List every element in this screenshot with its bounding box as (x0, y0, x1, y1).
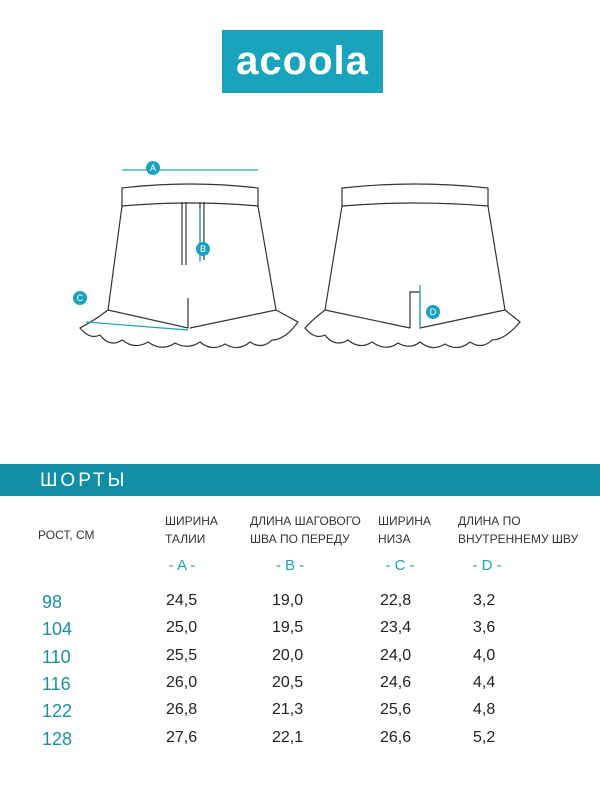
size-label: 122 (42, 701, 73, 722)
marker-circle (73, 291, 87, 305)
size-value: 25,5 (166, 646, 198, 664)
column-header: ДЛИНА ШАГОВОГО (250, 514, 361, 528)
size-value: 3,6 (473, 619, 496, 637)
section-bar: ШОРТЫ (0, 464, 600, 496)
size-value: 26,0 (166, 673, 198, 691)
column-header: ДЛИНА ПО (458, 514, 521, 528)
size-value: 24,6 (380, 673, 412, 691)
size-value: 20,0 (272, 646, 304, 664)
column-header: ВНУТРЕННЕМУ ШВУ (458, 532, 579, 546)
shorts-drawing: A B C D (73, 161, 521, 349)
marker-label: A (150, 163, 156, 173)
size-value: 25,0 (166, 619, 198, 637)
size-label: 110 (42, 646, 71, 667)
size-label: 98 (42, 592, 63, 612)
marker-circle (196, 242, 210, 256)
column-code: - C - (385, 557, 415, 574)
column-code: - B - (275, 557, 305, 574)
column-header: РОСТ, СМ (38, 528, 95, 542)
size-value: 24,5 (166, 592, 198, 609)
size-value: 5,2 (473, 728, 496, 746)
size-value: 21,3 (272, 701, 304, 719)
size-value: 27,6 (166, 728, 198, 746)
size-label: 128 (42, 728, 73, 749)
size-value: 22,1 (272, 728, 304, 746)
marker-circle (426, 305, 440, 319)
column-code: - D - (472, 557, 502, 574)
column-header: ТАЛИИ (165, 532, 206, 546)
size-value: 25,6 (380, 701, 412, 719)
column-header: ШВА ПО ПЕРЕДУ (250, 532, 350, 546)
size-value: 23,4 (380, 619, 412, 637)
size-value: 22,8 (380, 592, 412, 609)
size-value: 4,8 (473, 701, 496, 719)
size-value: 24,0 (380, 646, 412, 664)
marker-circle (146, 161, 160, 175)
column-header: ШИРИНА (378, 514, 431, 528)
size-value: 26,8 (166, 701, 198, 719)
size-value: 4,0 (473, 646, 496, 664)
column-header: ШИРИНА (165, 514, 218, 528)
size-label: 116 (42, 673, 71, 694)
marker-label: B (200, 244, 206, 254)
column-header: НИЗА (378, 532, 411, 546)
logo: acoola (222, 30, 383, 93)
size-value: 4,4 (473, 673, 496, 691)
size-value: 19,5 (272, 619, 304, 637)
size-value: 3,2 (473, 592, 496, 609)
size-value: 26,6 (380, 728, 412, 746)
size-value: 20,5 (272, 673, 304, 691)
column-code: - A - (168, 557, 196, 574)
section-title: ШОРТЫ (40, 470, 128, 491)
marker-label: D (430, 307, 437, 317)
size-label: 104 (42, 619, 73, 640)
marker-label: C (77, 293, 84, 303)
size-value: 19,0 (272, 592, 304, 609)
